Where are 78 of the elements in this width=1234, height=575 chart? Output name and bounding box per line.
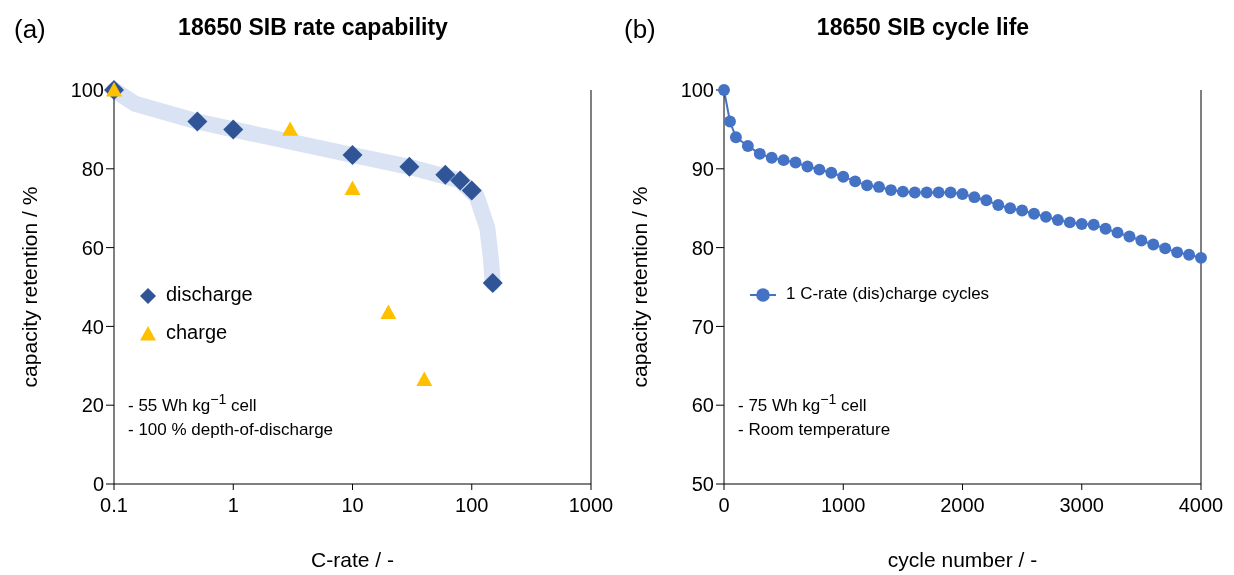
point xyxy=(1075,218,1088,230)
point xyxy=(1135,234,1148,247)
point xyxy=(944,186,957,199)
x-tick-label: 1 xyxy=(227,494,239,517)
y-tick-label: 80 xyxy=(81,157,104,180)
point xyxy=(1040,210,1052,223)
y-tick-label: 100 xyxy=(70,79,104,102)
x-tick-label: 3000 xyxy=(1059,494,1104,517)
y-tick-label: 0 xyxy=(92,473,104,496)
text: (a) xyxy=(14,14,46,45)
point xyxy=(753,147,766,160)
point xyxy=(1087,218,1100,231)
point xyxy=(896,185,909,198)
x-tick-label: 10 xyxy=(341,494,364,517)
y-axis-title: capacity retention / % xyxy=(17,185,42,390)
y-tick-label: 50 xyxy=(691,473,714,496)
point xyxy=(861,179,874,192)
x-tick-label: 0.1 xyxy=(100,494,128,517)
x-tick-label: 0 xyxy=(718,494,730,517)
chart-title: 18650 SIB rate capability xyxy=(178,14,448,40)
point xyxy=(932,186,945,199)
y-tick-label: 60 xyxy=(691,394,714,417)
legend-label: discharge xyxy=(166,283,253,306)
x-tick-label: 1000 xyxy=(821,494,866,517)
point xyxy=(825,166,838,179)
point xyxy=(1195,251,1207,264)
point xyxy=(724,115,736,128)
y-tick-label: 20 xyxy=(81,394,104,417)
x-tick-label: 2000 xyxy=(940,494,985,517)
x-tick-label: 100 xyxy=(455,494,489,517)
y-axis-title: capacity retention / % xyxy=(627,185,652,390)
y-tick-label: 100 xyxy=(680,79,714,102)
x-tick-label: 1000 xyxy=(568,494,614,517)
point xyxy=(956,188,969,200)
point xyxy=(789,156,802,169)
point xyxy=(1051,214,1064,226)
point xyxy=(1123,230,1136,243)
point xyxy=(741,140,754,152)
point xyxy=(1147,238,1160,251)
x-tick-label: 4000 xyxy=(1178,494,1224,517)
annotation: - 75 Wh kg$^{−1}$ cell xyxy=(738,390,868,418)
point xyxy=(1004,202,1017,215)
point xyxy=(968,191,981,204)
annotation: - 55 Wh kg$^{−1}$ cell xyxy=(128,390,258,418)
legend-label: 1 C-rate (dis)charge cycles xyxy=(786,284,990,304)
point xyxy=(1016,204,1029,217)
point xyxy=(1171,246,1184,259)
annotation: - 100 % depth-of-discharge xyxy=(128,419,334,442)
annotation: - Room temperature xyxy=(738,419,891,442)
point xyxy=(1183,248,1196,261)
point xyxy=(1099,222,1112,235)
text: (b) xyxy=(624,14,656,45)
point xyxy=(813,163,826,176)
y-tick-label: 90 xyxy=(691,157,714,180)
point xyxy=(777,154,790,167)
point xyxy=(885,184,897,197)
point xyxy=(765,151,778,164)
point xyxy=(801,160,814,173)
legend-label: charge xyxy=(166,321,228,344)
y-tick-label: 80 xyxy=(691,236,714,259)
point xyxy=(992,199,1005,211)
point xyxy=(873,180,885,193)
x-axis-title: C-rate / - xyxy=(311,548,394,571)
point xyxy=(1028,207,1040,220)
point xyxy=(849,175,862,188)
y-tick-label: 70 xyxy=(691,315,714,338)
point xyxy=(908,186,921,199)
y-tick-label: 60 xyxy=(81,236,104,259)
y-tick-label: 40 xyxy=(81,315,104,338)
point xyxy=(1159,242,1172,255)
point xyxy=(1111,226,1124,239)
point xyxy=(920,186,933,199)
point xyxy=(980,194,993,207)
point xyxy=(837,170,850,183)
point xyxy=(729,131,742,144)
x-axis-title: cycle number / - xyxy=(887,548,1038,571)
chart-title: 18650 SIB cycle life xyxy=(816,14,1030,40)
point xyxy=(1063,216,1076,229)
